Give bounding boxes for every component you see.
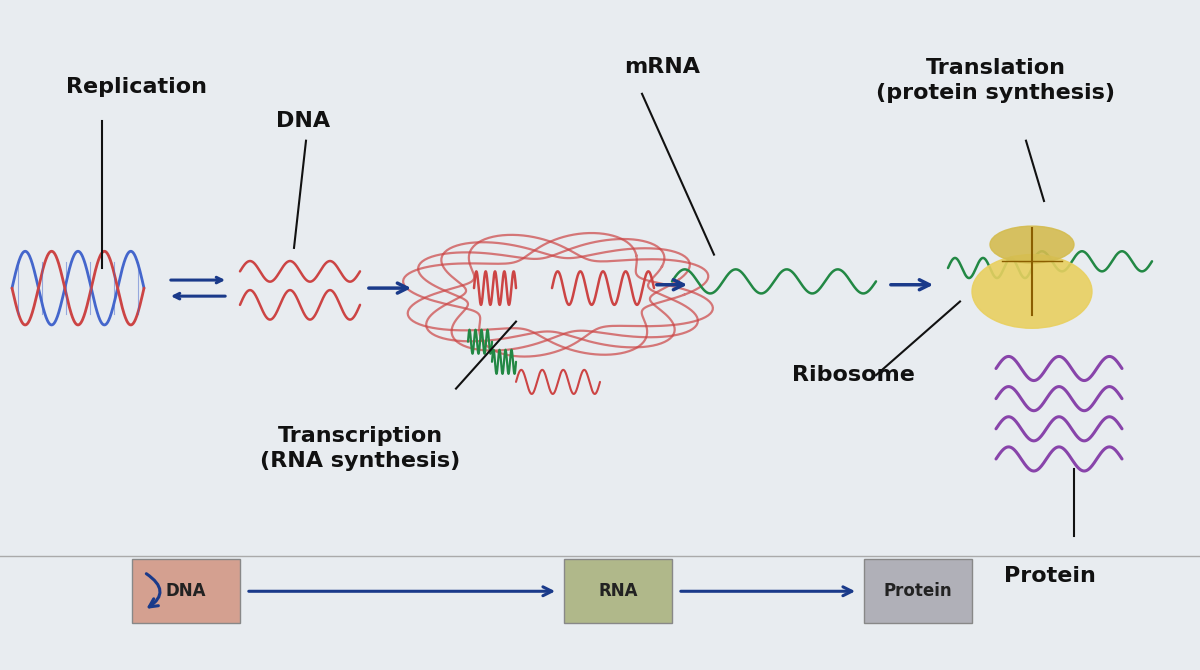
Ellipse shape xyxy=(990,226,1074,263)
Text: Translation
(protein synthesis): Translation (protein synthesis) xyxy=(876,58,1116,103)
Ellipse shape xyxy=(972,255,1092,328)
FancyArrowPatch shape xyxy=(146,574,160,607)
Text: Transcription
(RNA synthesis): Transcription (RNA synthesis) xyxy=(260,427,460,471)
FancyBboxPatch shape xyxy=(132,559,240,623)
Text: Protein: Protein xyxy=(883,582,953,600)
Text: Protein: Protein xyxy=(1004,566,1096,586)
FancyBboxPatch shape xyxy=(564,559,672,623)
FancyBboxPatch shape xyxy=(864,559,972,623)
Text: DNA: DNA xyxy=(166,582,206,600)
Text: Ribosome: Ribosome xyxy=(792,365,914,385)
Text: DNA: DNA xyxy=(276,111,330,131)
Text: RNA: RNA xyxy=(599,582,637,600)
Text: mRNA: mRNA xyxy=(624,57,700,77)
Text: Replication: Replication xyxy=(66,77,208,97)
